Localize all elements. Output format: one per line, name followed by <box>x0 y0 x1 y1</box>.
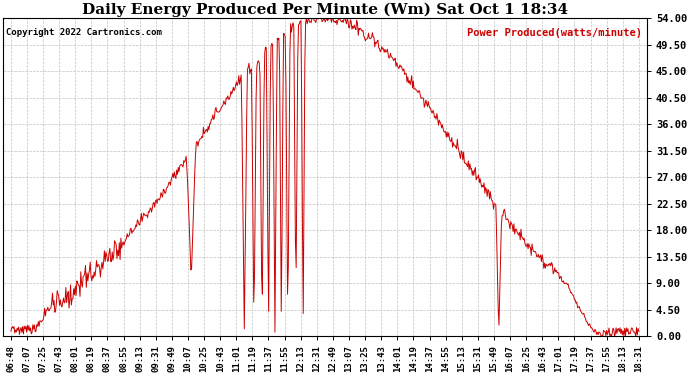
Text: Copyright 2022 Cartronics.com: Copyright 2022 Cartronics.com <box>6 28 162 37</box>
Title: Daily Energy Produced Per Minute (Wm) Sat Oct 1 18:34: Daily Energy Produced Per Minute (Wm) Sa… <box>82 3 568 17</box>
Text: Power Produced(watts/minute): Power Produced(watts/minute) <box>466 28 642 38</box>
